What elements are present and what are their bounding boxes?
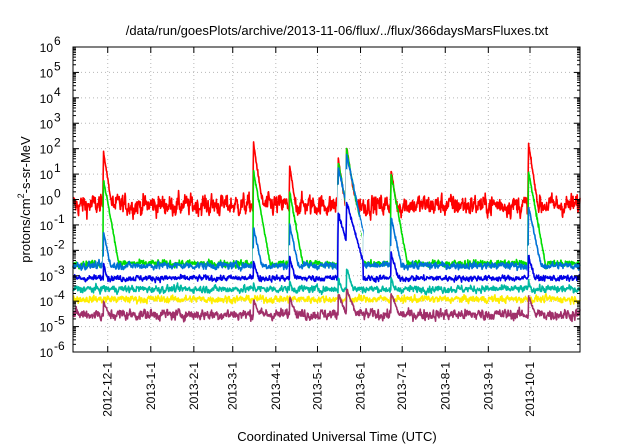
x-axis-label: Coordinated Universal Time (UTC): [237, 429, 436, 444]
x-tick-label: 2013-4-1: [269, 362, 283, 410]
y-tick-exponent: -2: [54, 237, 65, 251]
x-tick-label: 2013-6-1: [354, 362, 368, 410]
y-tick-exponent: -6: [54, 339, 65, 353]
y-tick-exponent: -5: [54, 314, 65, 328]
y-tick-exponent: -4: [54, 288, 65, 302]
x-tick-label: 2013-10-1: [523, 362, 537, 417]
series-line-3: [72, 169, 581, 279]
x-tick-label: 2012-12-1: [101, 362, 115, 417]
series-line-7: [72, 288, 581, 323]
y-tick-label: 10: [40, 92, 54, 106]
series-line-6: [72, 289, 581, 306]
series-line-2: [72, 153, 581, 272]
x-tick-label: 2013-3-1: [226, 362, 240, 410]
y-tick-label: 10: [40, 346, 54, 360]
y-tick-label: 10: [40, 117, 54, 131]
y-tick-exponent: -3: [54, 263, 65, 277]
axis-ticks: 10 -610 -510 -410 -310 -210 -110 010 110 210 310 41…: [40, 34, 580, 417]
y-tick-label: 10: [40, 295, 54, 309]
y-tick-label: 10: [40, 66, 54, 80]
y-tick-exponent: -1: [54, 212, 65, 226]
x-tick-label: 2013-8-1: [438, 362, 452, 410]
series-line-0: [72, 141, 581, 221]
y-axis-label: protons/cm2-s-sr-MeV: [16, 136, 33, 263]
x-tick-label: 2013-5-1: [310, 362, 324, 410]
y-tick-label: 10: [40, 168, 54, 182]
y-tick-label: 10: [40, 270, 54, 284]
x-tick-label: 2013-1-1: [144, 362, 158, 410]
series-line-4: [72, 201, 581, 284]
chart-title: /data/run/goesPlots/archive/2013-11-06/f…: [126, 23, 549, 38]
y-tick-label: 10: [40, 41, 54, 55]
y-tick-label: 10: [40, 244, 54, 258]
y-tick-label: 10: [40, 219, 54, 233]
x-tick-label: 2013-2-1: [187, 362, 201, 410]
x-tick-label: 2013-7-1: [395, 362, 409, 410]
y-tick-exponent: 6: [54, 34, 61, 48]
y-tick-exponent: 5: [54, 59, 61, 73]
y-axis-label-text: protons/cm2-s-sr-MeV: [16, 136, 33, 263]
series-line-5: [72, 268, 581, 296]
x-tick-label: 2013-9-1: [481, 362, 495, 410]
y-tick-label: 10: [40, 143, 54, 157]
y-tick-exponent: 4: [54, 85, 61, 99]
y-tick-exponent: 2: [54, 136, 61, 150]
y-tick-exponent: 1: [54, 161, 61, 175]
y-tick-exponent: 3: [54, 110, 61, 124]
series-lines: [72, 141, 581, 323]
y-tick-exponent: 0: [54, 187, 61, 201]
grid-lines: [73, 47, 580, 352]
y-tick-label: 10: [40, 194, 54, 208]
y-tick-label: 10: [40, 321, 54, 335]
